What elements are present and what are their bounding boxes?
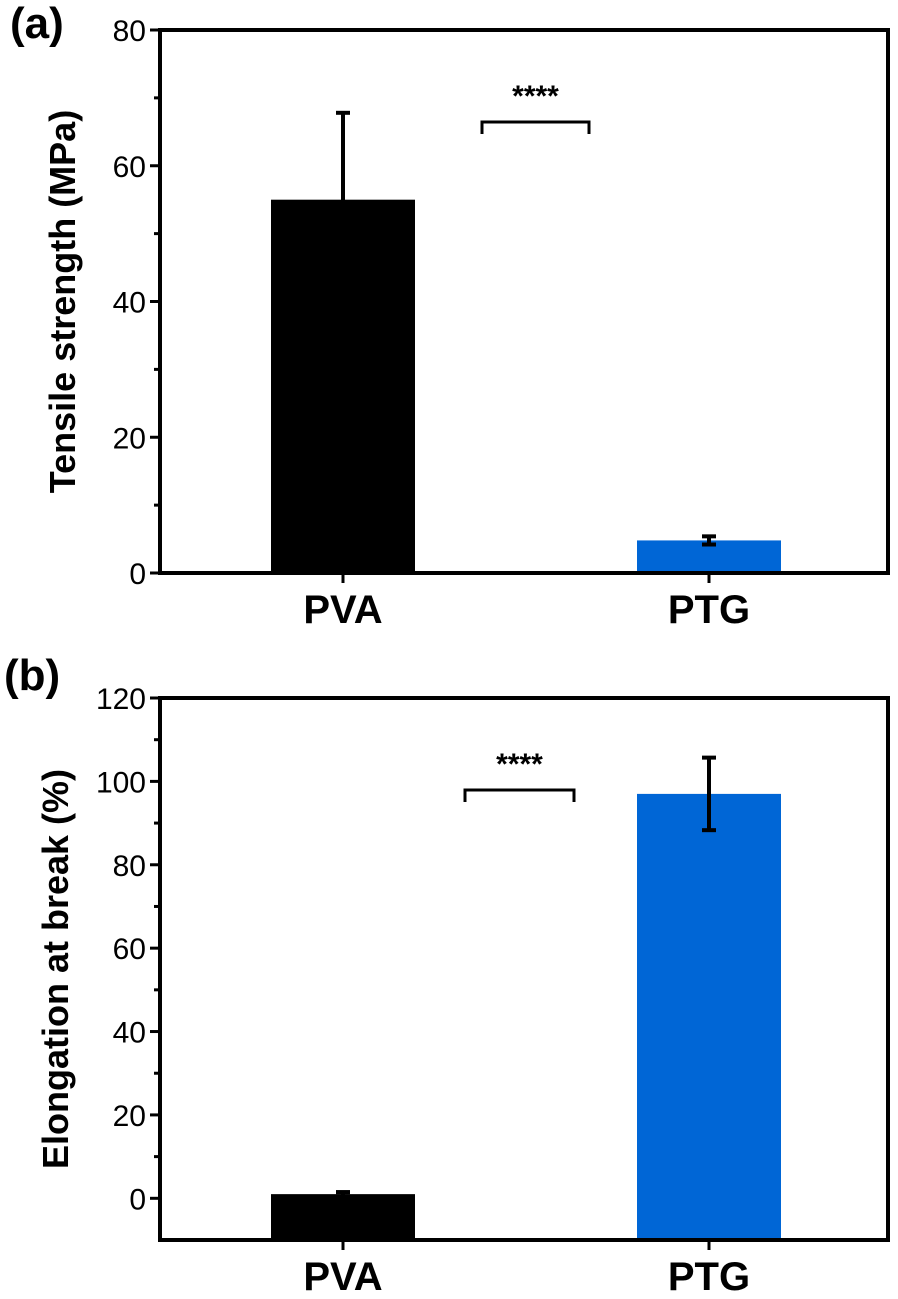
panel-b-ytick-label: 80: [113, 850, 146, 883]
panel-a-significance-bracket: [480, 120, 591, 134]
panel-b-ytick-label: 120: [96, 683, 146, 716]
panel-a-xtick-label-pva: PVA: [303, 588, 382, 632]
panel-a-ytick-label: 80: [113, 15, 146, 48]
panel-b-label: (b): [4, 651, 60, 700]
panel-b-bar-ptg: [637, 793, 781, 1240]
panel-a-ylabel: Tensile strength (MPa): [42, 110, 83, 493]
panel-b-ytick-label: 20: [113, 1100, 146, 1133]
panel-b-ytick-label: 100: [96, 766, 146, 799]
panel-b-xtick-label-ptg: PTG: [668, 1255, 750, 1299]
panel-b-ytick-label: 60: [113, 933, 146, 966]
panel-b-ytick-label: 40: [113, 1017, 146, 1050]
panel-b-significance-label: ****: [496, 748, 543, 781]
panel-a-ytick-label: 40: [113, 287, 146, 320]
panel-b-significance-bracket: [463, 788, 576, 802]
panel-a-ytick-label: 60: [113, 151, 146, 184]
panel-a-label: (a): [10, 0, 64, 48]
panel-b-xtick-label-pva: PVA: [303, 1255, 382, 1299]
panel-b-bar-pva: [271, 1194, 415, 1240]
panel-a-ytick-label: 0: [129, 558, 146, 591]
panel-b-ylabel: Elongation at break (%): [35, 769, 76, 1169]
panel-b-plot-frame: [158, 696, 890, 1242]
panel-a-ytick-label: 20: [113, 422, 146, 455]
panel-a-xtick-label-ptg: PTG: [668, 588, 750, 632]
panel-b-ytick-label: 0: [129, 1183, 146, 1216]
panel-a-significance-label: ****: [512, 80, 559, 113]
